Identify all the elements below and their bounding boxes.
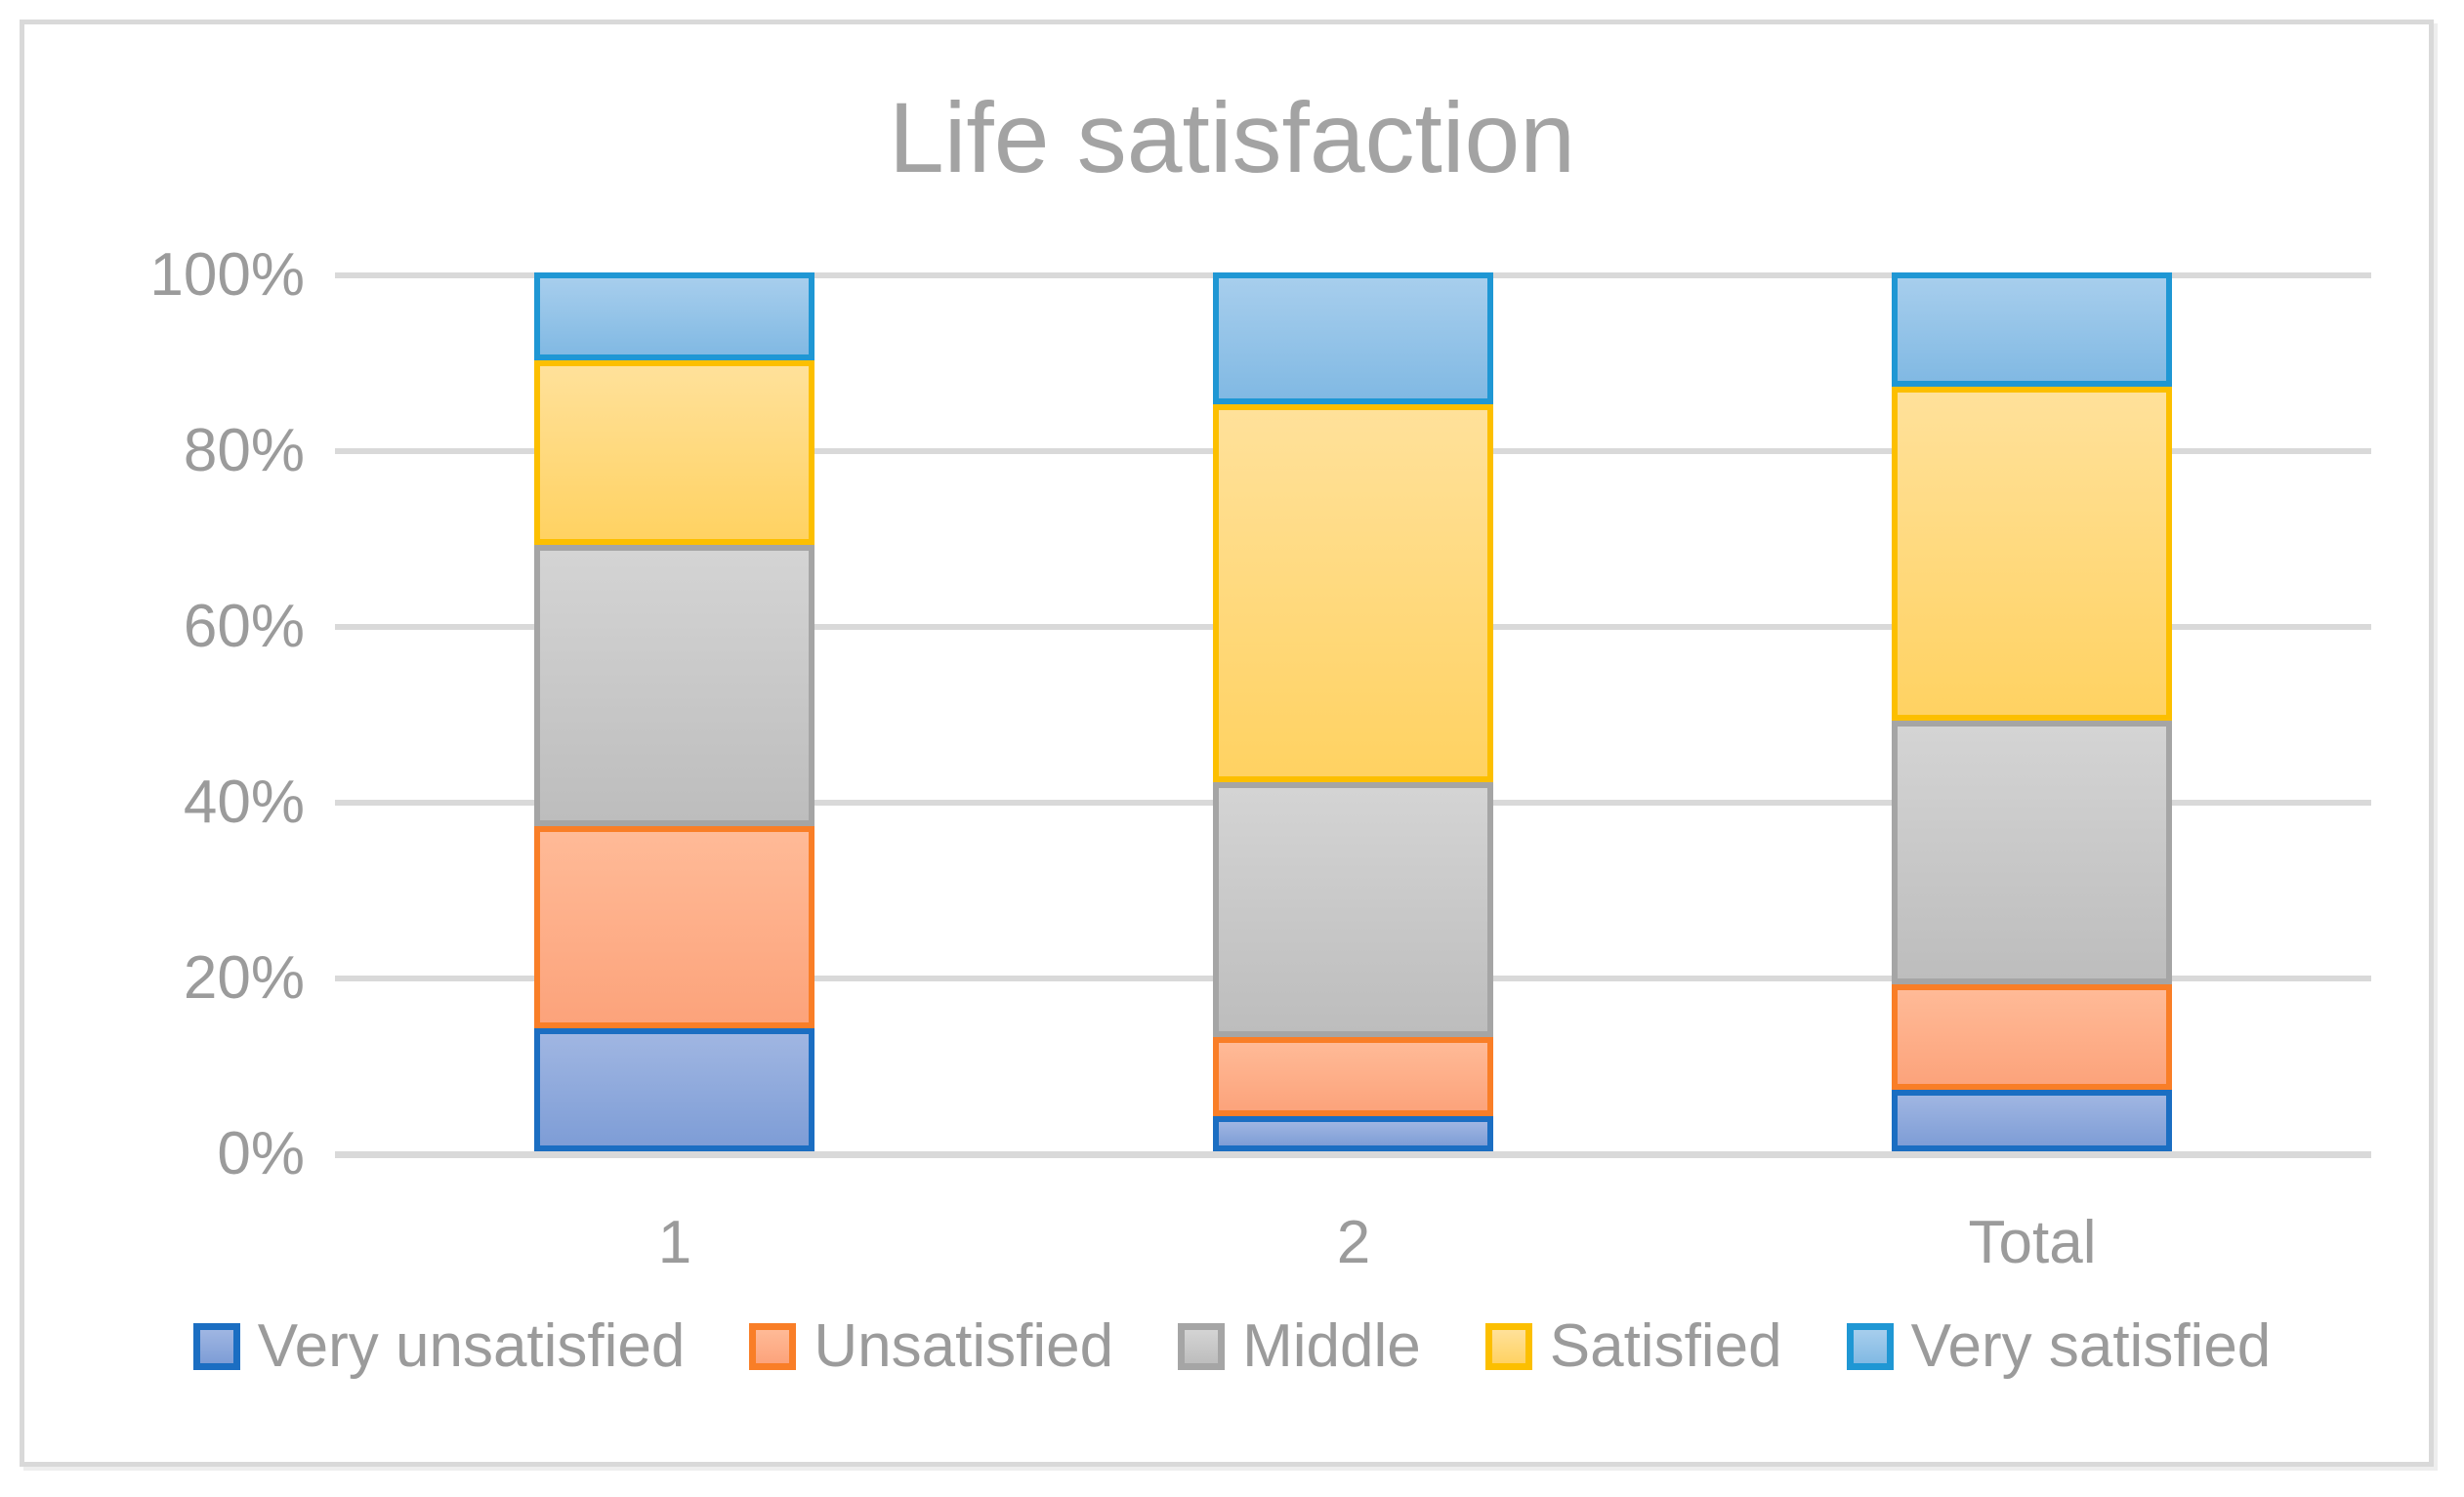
bar-stack-2 xyxy=(1213,272,1493,1151)
chart-title: Life satisfaction xyxy=(888,82,1576,193)
legend-swatch-icon xyxy=(749,1323,797,1370)
x-axis-label-1: 1 xyxy=(657,1209,692,1276)
bar-segment-Total-unsatisfied xyxy=(1892,984,2172,1090)
y-axis-tick-label: 40% xyxy=(183,769,305,836)
legend-label: Very unsatisfied xyxy=(257,1312,686,1380)
y-axis-tick-label: 0% xyxy=(217,1120,305,1187)
bar-segment-Total-middle xyxy=(1892,721,2172,984)
bar-segment-1-satisfied xyxy=(534,360,814,545)
legend-swatch-icon xyxy=(1178,1323,1226,1370)
legend-label: Middle xyxy=(1242,1312,1421,1380)
bar-segment-1-unsatisfied xyxy=(534,826,814,1028)
bar-segment-2-very-unsatisfied xyxy=(1213,1116,1493,1151)
x-axis-line xyxy=(335,1151,2371,1158)
legend: Very unsatisfied Unsatisfied Middle Satisfi… xyxy=(59,1314,2405,1379)
x-axis-label-2: 2 xyxy=(1336,1209,1371,1276)
legend-swatch-icon xyxy=(1846,1323,1894,1370)
bar-stack-Total xyxy=(1892,272,2172,1151)
legend-item-unsatisfied: Unsatisfied xyxy=(749,1314,1113,1379)
bar-segment-2-unsatisfied xyxy=(1213,1037,1493,1116)
legend-item-middle: Middle xyxy=(1178,1314,1421,1379)
legend-swatch-icon xyxy=(192,1323,240,1370)
bar-segment-Total-very-satisfied xyxy=(1892,272,2172,387)
bar-segment-Total-very-unsatisfied xyxy=(1892,1090,2172,1151)
y-axis-tick-label: 100% xyxy=(149,241,305,309)
x-axis-label-Total: Total xyxy=(1968,1209,2097,1276)
legend-label: Unsatisfied xyxy=(814,1312,1114,1380)
legend-label: Very satisfied xyxy=(1910,1312,2272,1380)
y-axis-tick-label: 20% xyxy=(183,944,305,1012)
bar-stack-1 xyxy=(534,272,814,1151)
legend-item-satisfied: Satisfied xyxy=(1484,1312,1782,1380)
bar-segment-Total-satisfied xyxy=(1892,387,2172,721)
y-axis-tick-label: 60% xyxy=(183,593,305,660)
bar-segment-2-middle xyxy=(1213,782,1493,1037)
legend-swatch-icon xyxy=(1484,1323,1532,1370)
bar-segment-2-satisfied xyxy=(1213,404,1493,782)
legend-item-very-unsatisfied: Very unsatisfied xyxy=(192,1312,686,1380)
bar-segment-2-very-satisfied xyxy=(1213,272,1493,404)
y-axis-tick-label: 80% xyxy=(183,417,305,484)
bar-segment-1-very-unsatisfied xyxy=(534,1028,814,1151)
bar-segment-1-very-satisfied xyxy=(534,272,814,360)
bar-segment-1-middle xyxy=(534,545,814,826)
legend-label: Satisfied xyxy=(1549,1312,1782,1380)
legend-item-very-satisfied: Very satisfied xyxy=(1846,1312,2272,1380)
